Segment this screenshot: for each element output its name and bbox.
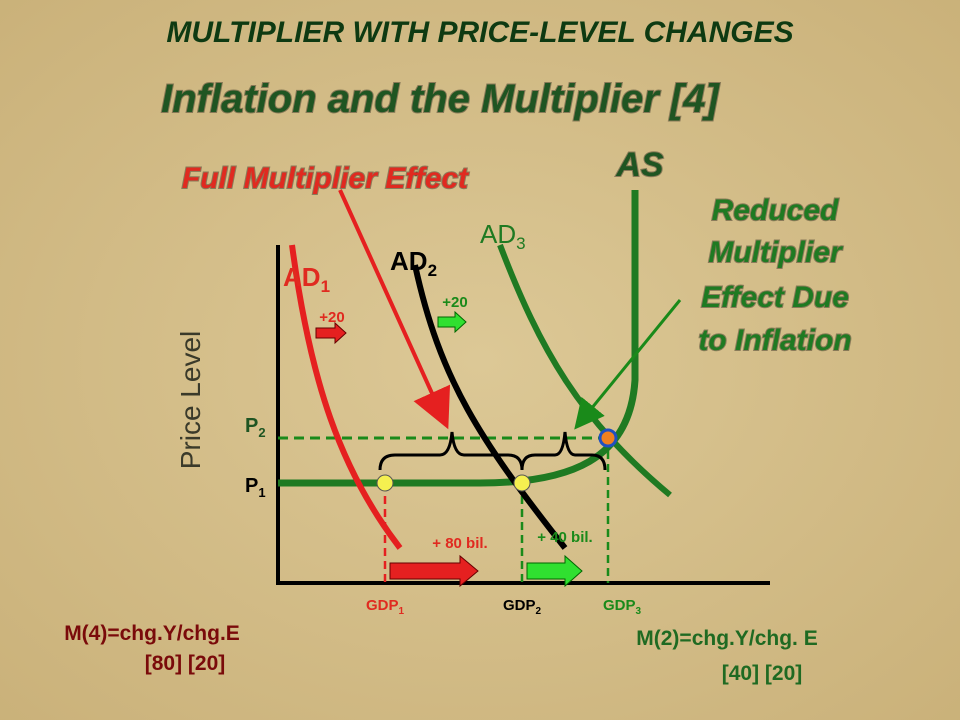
as-label: AS [615,146,664,184]
reduced-callout: Reduced [712,194,839,227]
change-label: + 80 bil. [432,535,487,552]
shift-arrow [437,310,467,334]
full-callout: Full Multiplier Effect [182,162,470,195]
ad2-label: AD2 [390,246,437,280]
ad1-label: AD1 [283,262,330,296]
p1-label: P1 [245,475,266,500]
formula: M(4)=chg.Y/chg.E [64,622,240,645]
shift-label: +20 [442,294,467,311]
formula: M(2)=chg.Y/chg. E [636,627,817,650]
ad3-label: AD3 [480,219,526,253]
brace [520,431,607,471]
gdp-label: GDP3 [603,597,642,617]
y-axis-label: Price Level [175,331,206,470]
brace [378,431,524,471]
axes [276,245,770,585]
pointer [338,189,451,430]
equilibrium-point [376,474,394,492]
pointer [574,299,682,430]
reduced-callout: Multiplier [708,236,844,269]
shift-arrow [389,554,479,588]
ad3-curve [497,243,672,498]
equilibrium-point [598,428,618,448]
title: MULTIPLIER WITH PRICE-LEVEL CHANGES [166,16,793,49]
change-label: + 40 bil. [537,529,592,546]
reduced-callout: Effect Due [701,281,849,314]
p2-label: P2 [245,415,266,440]
gdp-label: GDP1 [366,597,405,617]
shift-arrow [315,321,347,345]
gdp-label: GDP2 [503,597,542,617]
shift-arrow [526,554,583,588]
ad1-curve [289,244,403,550]
equilibrium-point [513,474,531,492]
subtitle: Inflation and the Multiplier [4] [161,77,720,121]
as-curve [278,190,639,487]
reduced-callout: to Inflation [698,324,851,357]
ad2-curve [412,264,568,550]
formula-values: [40] [20] [722,662,803,685]
formula-values: [80] [20] [145,652,226,675]
shift-label: +20 [319,309,344,326]
